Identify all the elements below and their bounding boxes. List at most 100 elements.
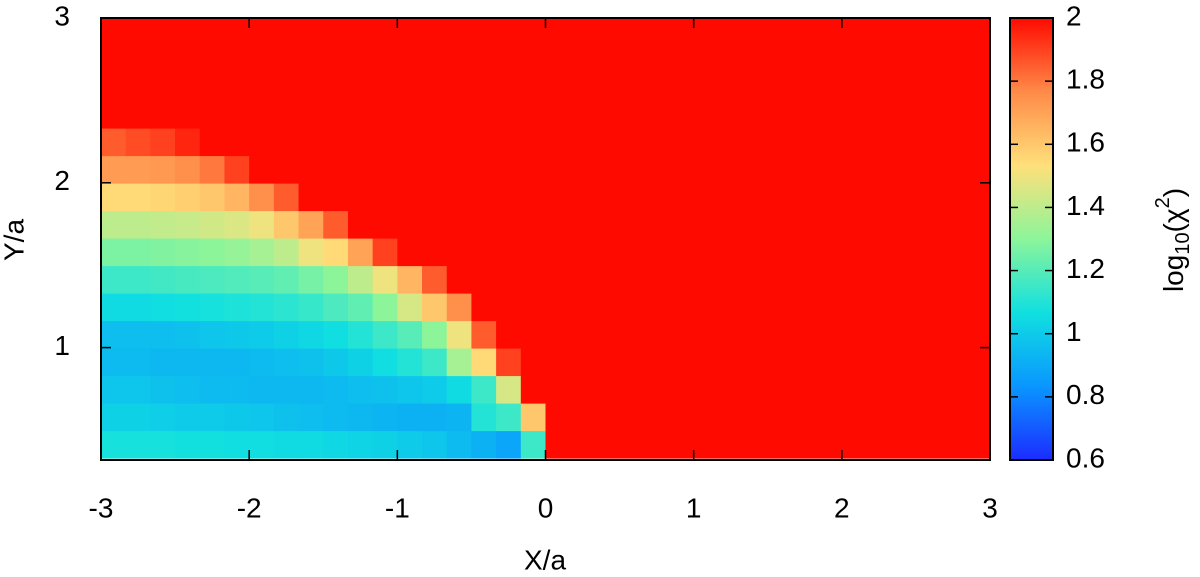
heatmap-cell	[520, 375, 547, 404]
heatmap-cell	[446, 320, 473, 349]
heatmap-cell	[718, 210, 744, 239]
heatmap-cell	[298, 45, 324, 74]
heatmap-cell	[817, 183, 843, 212]
heatmap-cell	[545, 265, 571, 294]
heatmap-cell	[397, 18, 423, 47]
heatmap-cell	[940, 265, 966, 294]
heatmap-cell	[570, 73, 596, 102]
heatmap-cell	[471, 100, 497, 129]
heatmap-cell	[619, 320, 645, 349]
heatmap-cell	[545, 403, 571, 432]
heatmap-cell	[372, 183, 398, 212]
heatmap-cell	[496, 348, 522, 377]
heatmap-cell	[965, 238, 991, 267]
heatmap-cell	[175, 293, 201, 322]
heatmap-cell	[520, 430, 547, 459]
heatmap-cell	[965, 100, 991, 129]
heatmap-cell	[619, 183, 645, 212]
heatmap-cell	[101, 18, 127, 47]
heatmap-cell	[347, 348, 374, 377]
heatmap-cell	[965, 375, 991, 404]
heatmap-cell	[545, 183, 571, 212]
heatmap-cell	[496, 183, 522, 212]
heatmap-cell	[520, 293, 547, 322]
heatmap-cell	[792, 128, 818, 157]
heatmap-cell	[224, 45, 250, 74]
heatmap-cell	[792, 430, 818, 459]
heatmap-cell	[915, 320, 942, 349]
heatmap-cell	[150, 73, 176, 102]
heatmap-cell	[224, 73, 250, 102]
heatmap-cell	[891, 18, 917, 47]
heatmap-cell	[422, 320, 448, 349]
heatmap-cell	[397, 128, 423, 157]
heatmap-cell	[372, 375, 398, 404]
heatmap-cell	[767, 183, 794, 212]
heatmap-cell	[693, 430, 719, 459]
heatmap-cell	[520, 238, 547, 267]
heatmap-cell	[767, 155, 794, 184]
heatmap-cell	[841, 128, 868, 157]
heatmap-cell	[792, 18, 818, 47]
heatmap-cell	[397, 430, 423, 459]
heatmap-cell	[298, 73, 324, 102]
heatmap-cell	[249, 320, 275, 349]
heatmap-cell	[841, 210, 868, 239]
heatmap-cell	[372, 45, 398, 74]
heatmap-cell	[940, 348, 966, 377]
heatmap-cell	[570, 265, 596, 294]
heatmap-cell	[570, 238, 596, 267]
heatmap-cell	[446, 183, 473, 212]
heatmap-cell	[693, 293, 719, 322]
colorbar-label-part: log	[1158, 255, 1189, 292]
heatmap-cell	[619, 430, 645, 459]
heatmap-cell	[915, 18, 942, 47]
heatmap-cell	[965, 265, 991, 294]
heatmap-cell	[150, 348, 176, 377]
heatmap-cell	[397, 348, 423, 377]
heatmap-cell	[175, 155, 201, 184]
heatmap-cell	[841, 238, 868, 267]
heatmap-cell	[866, 45, 892, 74]
heatmap-cell	[570, 403, 596, 432]
heatmap-cell	[743, 403, 769, 432]
heatmap-cell	[125, 430, 151, 459]
heatmap-cell	[101, 403, 127, 432]
heatmap-cell	[891, 100, 917, 129]
heatmap-cell	[397, 375, 423, 404]
heatmap-cell	[644, 183, 670, 212]
heatmap-cell	[594, 238, 621, 267]
heatmap-cell	[446, 18, 473, 47]
heatmap-cell	[891, 183, 917, 212]
heatmap-cell	[915, 293, 942, 322]
heatmap-cell	[496, 430, 522, 459]
heatmap-cell	[175, 348, 201, 377]
heatmap-cell	[273, 155, 300, 184]
heatmap-cell	[644, 73, 670, 102]
heatmap-cell	[422, 18, 448, 47]
heatmap	[101, 18, 991, 459]
heatmap-cell	[693, 100, 719, 129]
heatmap-cell	[347, 210, 374, 239]
heatmap-cell	[520, 45, 547, 74]
heatmap-cell	[273, 375, 300, 404]
heatmap-cell	[101, 293, 127, 322]
heatmap-cell	[743, 265, 769, 294]
heatmap-cell	[841, 348, 868, 377]
heatmap-cell	[397, 210, 423, 239]
heatmap-cell	[915, 210, 942, 239]
heatmap-cell	[792, 210, 818, 239]
heatmap-cell	[496, 320, 522, 349]
heatmap-cell	[718, 183, 744, 212]
heatmap-cell	[817, 293, 843, 322]
heatmap-cell	[545, 45, 571, 74]
heatmap-cell	[199, 45, 226, 74]
heatmap-cell	[767, 265, 794, 294]
heatmap-cell	[866, 155, 892, 184]
heatmap-cell	[125, 128, 151, 157]
heatmap-cell	[940, 238, 966, 267]
colorbar-label-part: 10	[1172, 232, 1194, 254]
heatmap-cell	[619, 238, 645, 267]
heatmap-cell	[940, 155, 966, 184]
heatmap-cell	[545, 210, 571, 239]
